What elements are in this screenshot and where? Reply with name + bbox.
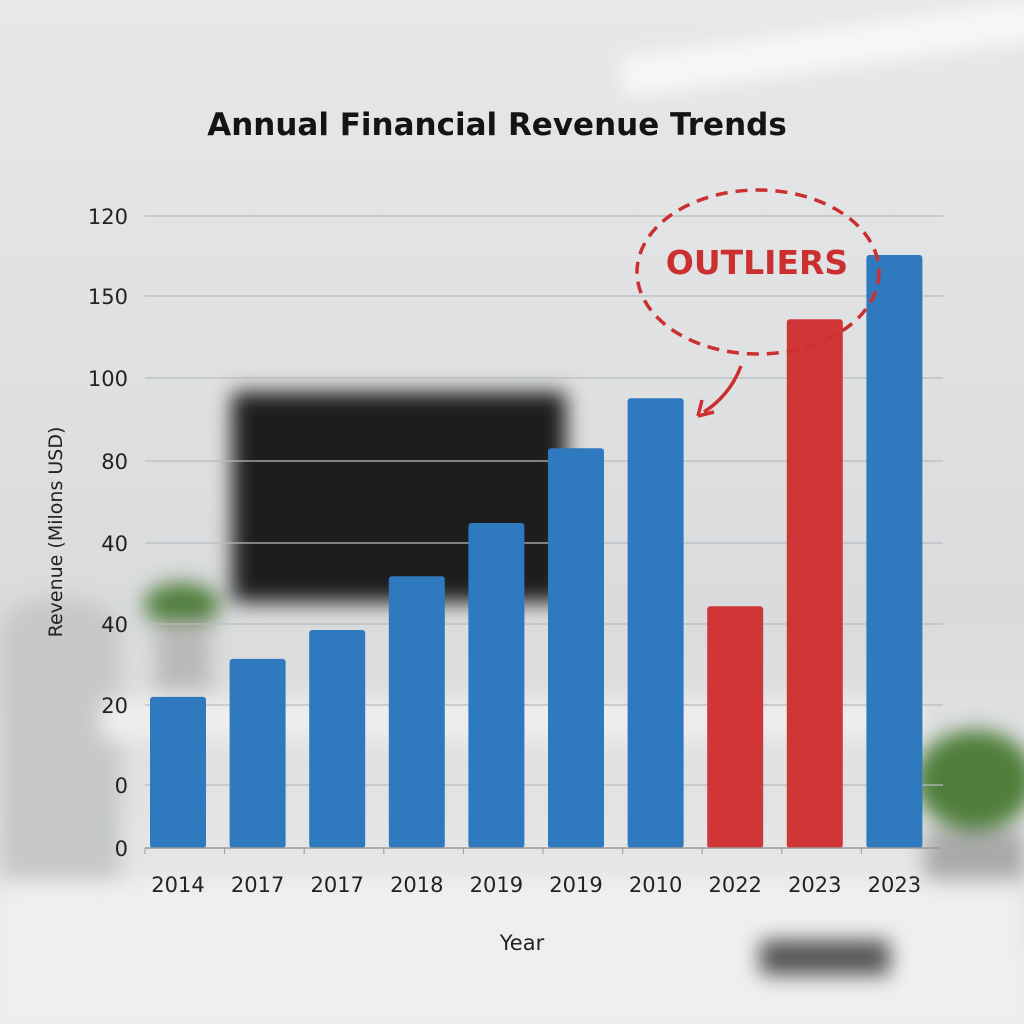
arrow-icon [703, 365, 743, 414]
bar-2019 [468, 523, 525, 848]
x-tick-label: 2019 [549, 873, 602, 897]
bar-2019 [548, 448, 604, 848]
x-tick-label: 2010 [629, 873, 682, 897]
bar-2010 [627, 398, 684, 848]
dashed-ellipse [635, 188, 881, 356]
bar-2018 [388, 576, 445, 848]
x-tick-label: 2014 [151, 873, 204, 897]
bar-2022 [707, 606, 764, 848]
x-tick-label: 2018 [390, 873, 443, 897]
bar-2017 [309, 629, 366, 848]
y-tick-label: 40 [101, 613, 128, 637]
outliers-annotation: OUTLIERS [635, 188, 881, 418]
x-tick-label: 2022 [708, 873, 761, 897]
bar-2017 [229, 658, 286, 848]
chart-title: Annual Financial Revenue Trends [207, 107, 787, 143]
x-tick-label: 2023 [788, 873, 841, 897]
bar-2023 [786, 319, 843, 848]
x-axis-label: Year [499, 931, 545, 955]
x-tick-label: 2019 [470, 873, 523, 897]
arrow-head-icon [696, 399, 715, 418]
y-tick-label: 40 [101, 532, 128, 556]
y-tick-label: 0 [115, 837, 128, 861]
x-tick-label: 2017 [231, 873, 284, 897]
y-tick-label: 150 [88, 285, 128, 309]
outliers-label: OUTLIERS [666, 243, 848, 282]
y-axis-label: Revenue (Milons USD) [45, 427, 67, 638]
y-tick-label: 120 [88, 205, 128, 229]
y-tick-label: 80 [101, 450, 128, 474]
y-tick-label: 0 [115, 774, 128, 798]
x-tick-label: 2017 [310, 873, 363, 897]
bar-2014 [150, 696, 206, 848]
y-tick-label: 20 [101, 694, 128, 718]
x-tick-label: 2023 [868, 873, 921, 897]
y-tick-label: 100 [88, 367, 128, 391]
bar-2023 [866, 254, 923, 848]
